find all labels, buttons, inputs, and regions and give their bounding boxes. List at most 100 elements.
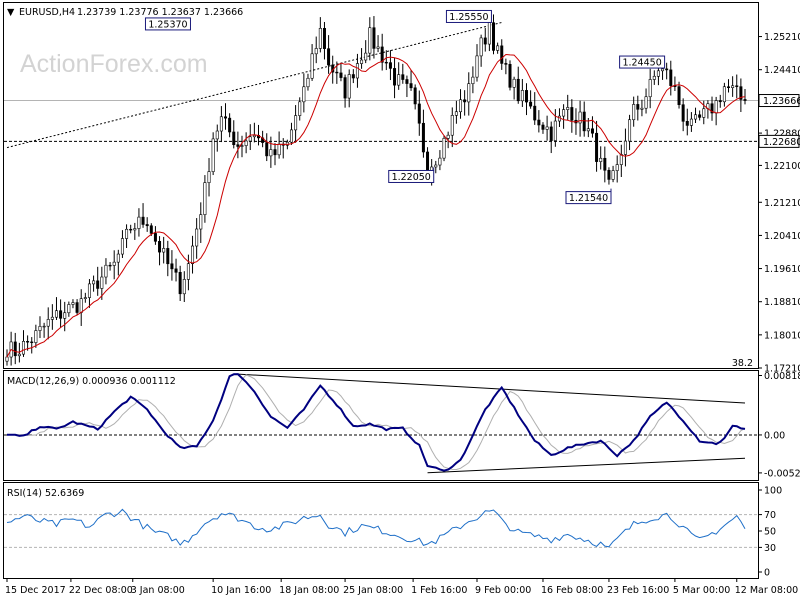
price-axis-label: 1.22880 xyxy=(764,129,800,140)
rsi-line xyxy=(6,508,746,548)
candle-body xyxy=(75,302,79,313)
candle-body xyxy=(153,233,157,242)
candle-body xyxy=(487,22,491,45)
macd-line xyxy=(6,373,746,472)
time-axis-label: 16 Feb 08:00 xyxy=(541,585,603,596)
price-axis-label: 1.24410 xyxy=(764,65,800,76)
time-axis-label: 9 Feb 00:00 xyxy=(475,585,531,596)
time-axis-label: 25 Jan 08:00 xyxy=(343,585,403,596)
ohlc-values: 1.23739 1.23776 1.23637 1.23666 xyxy=(77,7,243,18)
candle-body xyxy=(141,216,145,225)
candle-body xyxy=(496,45,500,51)
symbol-label: EURUSD,H4 xyxy=(19,7,75,18)
candle-body xyxy=(644,96,648,109)
moving-average-line xyxy=(6,53,746,358)
candle-body xyxy=(401,74,405,80)
candle-body xyxy=(149,225,153,234)
candle-body xyxy=(30,341,34,344)
candle-body xyxy=(364,52,368,61)
candle-body xyxy=(710,103,714,114)
candle-body xyxy=(694,114,698,120)
price-axis-label: 1.22100 xyxy=(764,161,800,172)
candle-body xyxy=(652,75,656,80)
candle-body xyxy=(727,86,731,88)
candle-body xyxy=(409,83,413,89)
rsi-title: RSI(14) 52.6369 xyxy=(7,488,84,499)
candle-body xyxy=(504,63,508,65)
candle-body xyxy=(170,263,174,270)
candle-body xyxy=(166,248,170,265)
candle-body xyxy=(108,264,112,267)
candle-body xyxy=(79,298,83,313)
candle-body xyxy=(417,103,421,124)
time-axis-label: 1 Feb 16:00 xyxy=(411,585,467,596)
candle-body xyxy=(219,116,223,132)
macd-title: MACD(12,26,9) 0.000936 0.001112 xyxy=(7,376,176,387)
price-callout-label: 1.25370 xyxy=(148,19,187,30)
candle-body xyxy=(318,28,322,49)
candle-body xyxy=(343,77,347,99)
candle-body xyxy=(685,121,689,126)
price-callout-label: 1.24450 xyxy=(622,58,661,69)
candle-body xyxy=(203,182,207,215)
candle-body xyxy=(83,297,87,299)
candle-body xyxy=(731,85,735,88)
candle-body xyxy=(533,105,537,121)
candle-body xyxy=(562,109,566,117)
candle-body xyxy=(743,99,747,101)
candle-body xyxy=(195,228,199,247)
candle-body xyxy=(735,85,739,87)
candle-body xyxy=(508,64,512,88)
candle-body xyxy=(669,69,673,86)
candle-body xyxy=(289,129,293,143)
candle-body xyxy=(265,142,269,157)
price-axis-label: 1.21210 xyxy=(764,198,800,209)
candle-body xyxy=(438,157,442,166)
candle-body xyxy=(38,326,42,331)
candle-body xyxy=(145,224,149,227)
candle-body xyxy=(54,310,58,318)
time-axis-label: 10 Jan 16:00 xyxy=(211,585,271,596)
candle-body xyxy=(665,68,669,71)
candle-body xyxy=(71,302,75,305)
candle-body xyxy=(512,78,516,88)
candle-body xyxy=(21,341,25,355)
candle-body xyxy=(273,149,277,156)
rsi-axis-label: 100 xyxy=(764,486,782,497)
candle-body xyxy=(718,100,722,103)
candle-body xyxy=(59,310,63,319)
candle-body xyxy=(244,140,248,146)
candle-body xyxy=(26,341,30,343)
price-axis-label: 1.19610 xyxy=(764,264,800,275)
candle-body xyxy=(224,116,228,119)
candle-body xyxy=(310,53,314,79)
candle-body xyxy=(228,117,232,133)
candle-body xyxy=(475,55,479,78)
rsi-axis-label: 0 xyxy=(764,568,770,579)
candle-body xyxy=(722,86,726,103)
candle-body xyxy=(632,104,636,121)
candle-body xyxy=(454,111,458,116)
candle-body xyxy=(277,143,281,156)
candle-body xyxy=(92,280,96,285)
candle-body xyxy=(269,149,273,157)
candle-body xyxy=(34,330,38,343)
candle-body xyxy=(397,74,401,86)
macd-axis-label: 0.008182 xyxy=(764,371,800,382)
candle-body xyxy=(698,114,702,118)
candle-body xyxy=(368,27,372,54)
candle-body xyxy=(314,48,318,55)
candle-body xyxy=(537,119,541,126)
candle-body xyxy=(677,86,681,106)
candle-body xyxy=(306,77,310,88)
header-arrow: ▼ xyxy=(7,7,15,18)
candle-body xyxy=(483,37,487,45)
candle-body xyxy=(298,101,302,116)
price-callout-box xyxy=(565,191,612,205)
candle-body xyxy=(182,279,186,295)
rsi-axis-label: 70 xyxy=(764,510,776,521)
candle-body xyxy=(541,124,545,130)
candle-body xyxy=(120,238,124,255)
candle-body xyxy=(628,119,632,142)
candle-body xyxy=(566,107,570,110)
